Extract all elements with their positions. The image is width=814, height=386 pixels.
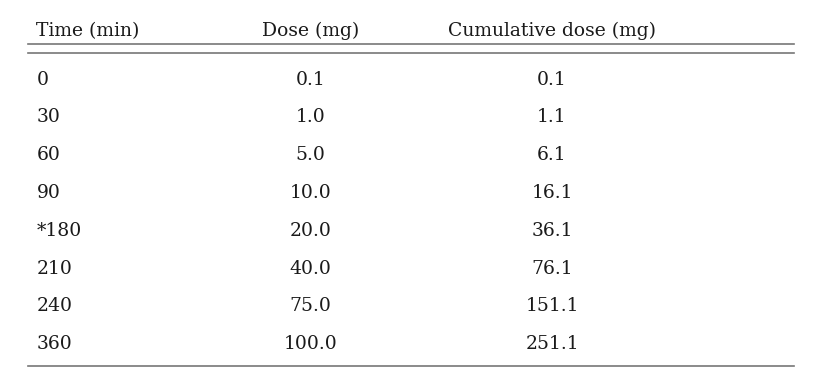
Text: 1.1: 1.1 (537, 108, 567, 127)
Text: 76.1: 76.1 (532, 259, 573, 278)
Text: 5.0: 5.0 (295, 146, 326, 164)
Text: 210: 210 (37, 259, 72, 278)
Text: 10.0: 10.0 (290, 184, 331, 202)
Text: 0.1: 0.1 (537, 71, 567, 89)
Text: 20.0: 20.0 (290, 222, 331, 240)
Text: 30: 30 (37, 108, 60, 127)
Text: Time (min): Time (min) (37, 22, 140, 40)
Text: 36.1: 36.1 (532, 222, 573, 240)
Text: 100.0: 100.0 (283, 335, 337, 353)
Text: 0.1: 0.1 (295, 71, 326, 89)
Text: 75.0: 75.0 (290, 297, 331, 315)
Text: Dose (mg): Dose (mg) (261, 22, 359, 40)
Text: 360: 360 (37, 335, 72, 353)
Text: 16.1: 16.1 (532, 184, 573, 202)
Text: 251.1: 251.1 (525, 335, 579, 353)
Text: 90: 90 (37, 184, 60, 202)
Text: 60: 60 (37, 146, 60, 164)
Text: Cumulative dose (mg): Cumulative dose (mg) (448, 22, 656, 40)
Text: 6.1: 6.1 (537, 146, 567, 164)
Text: 40.0: 40.0 (290, 259, 331, 278)
Text: *180: *180 (37, 222, 81, 240)
Text: 240: 240 (37, 297, 72, 315)
Text: 0: 0 (37, 71, 48, 89)
Text: 1.0: 1.0 (295, 108, 326, 127)
Text: 151.1: 151.1 (525, 297, 579, 315)
